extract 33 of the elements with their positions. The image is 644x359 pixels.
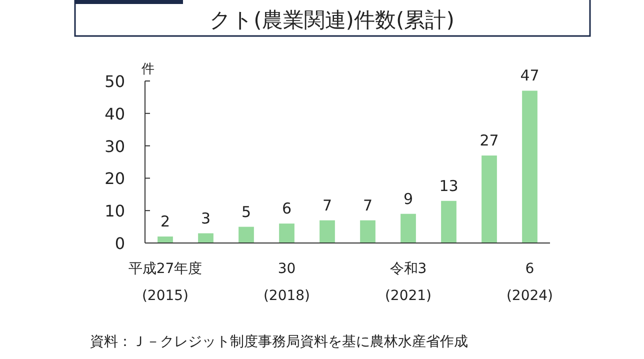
bar	[441, 200, 456, 243]
y-tick-label: 30	[104, 136, 125, 156]
x-tick-label: 6 (2024)	[506, 261, 554, 304]
bar	[320, 220, 335, 243]
bar	[482, 156, 497, 243]
bar	[238, 226, 254, 243]
bar	[198, 233, 214, 243]
bar	[279, 224, 294, 243]
x-tick-label: 30 (2018)	[263, 261, 310, 304]
data-label: 9	[403, 190, 414, 208]
data-label: 2	[160, 212, 170, 231]
y-tick-label: 20	[104, 169, 125, 188]
bar	[360, 220, 376, 243]
data-label: 5	[241, 202, 252, 221]
y-tick-label: 50	[104, 72, 125, 91]
data-label: 3	[200, 209, 211, 228]
y-tick-label: 10	[104, 202, 125, 221]
data-label: 13	[439, 176, 458, 195]
bar	[158, 236, 173, 243]
chart-title: クト(農業関連)件数(累計)	[210, 8, 454, 32]
bar	[400, 214, 416, 243]
y-tick-label: 0	[114, 234, 125, 253]
bar	[522, 90, 538, 243]
data-label: 47	[520, 66, 540, 85]
data-label: 6	[282, 200, 292, 218]
text: 資料：Ｊ－クレジット制度事務局資料を基に農林水産省作成	[90, 334, 468, 350]
data-label: 7	[362, 196, 373, 214]
x-tick-label: 令和3 (2021)	[384, 261, 432, 304]
data-label: 27	[480, 132, 499, 150]
y-tick-label: 40	[104, 104, 125, 124]
x-tick-label: 平成27年度 (2015)	[128, 261, 202, 304]
data-label: 7	[322, 196, 332, 214]
y-axis-title: 件	[142, 62, 154, 77]
